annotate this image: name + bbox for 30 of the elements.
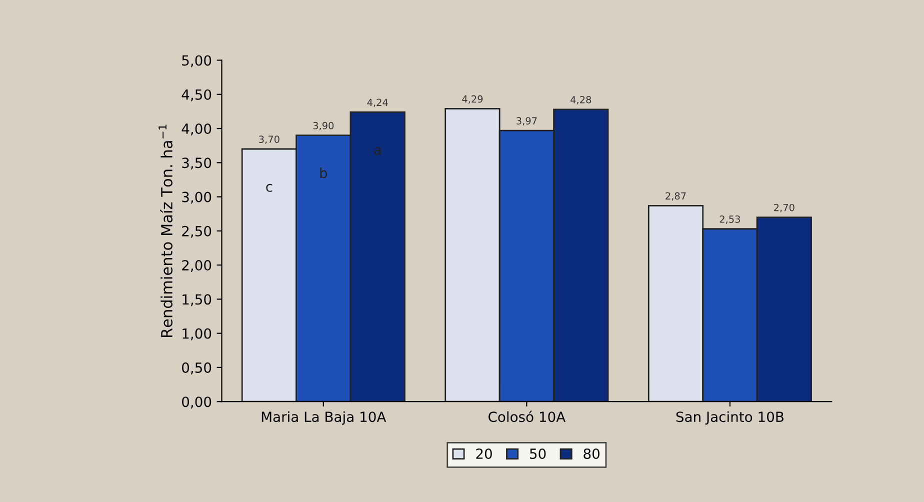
y-axis-title: Rendimiento Maíz Ton. ha$^{−1}$ <box>158 124 172 338</box>
y-tick-label: 3,50 <box>182 158 212 170</box>
y-tick-label: 4,50 <box>182 89 212 102</box>
annotation: b <box>320 168 328 178</box>
y-tick-label: 2,50 <box>182 226 212 238</box>
y-tick-label: 2,00 <box>182 260 212 272</box>
y-tick-label: 3,00 <box>182 192 212 204</box>
legend-label: 50 <box>530 448 546 459</box>
data-label: 2,87 <box>666 192 686 201</box>
annotation: a <box>374 147 381 156</box>
y-tick-label: 4,00 <box>182 123 212 136</box>
y-tick-label: 0,50 <box>182 362 212 374</box>
data-label: 2,53 <box>720 215 740 224</box>
data-label: 2,70 <box>774 204 794 212</box>
data-label: 3,90 <box>313 122 334 130</box>
y-tick-label: 1,50 <box>182 294 212 306</box>
data-label: 4,24 <box>367 98 388 108</box>
x-tick-label: San Jacinto 10B <box>676 411 784 425</box>
annotation: c <box>266 184 272 192</box>
y-tick-label: 5,00 <box>182 55 212 68</box>
x-tick-label: Maria La Baja 10A <box>262 411 386 425</box>
data-label: 4,28 <box>570 96 592 104</box>
data-label: 3,97 <box>516 117 537 126</box>
data-label: 3,70 <box>259 136 280 144</box>
x-tick-label: Colosó 10A <box>488 410 566 422</box>
data-label: 4,29 <box>462 95 483 104</box>
legend-label: 80 <box>584 448 600 459</box>
y-tick-label: 1,00 <box>182 328 212 340</box>
y-tick-label: 0,00 <box>182 396 212 408</box>
legend-label: 20 <box>476 448 492 459</box>
